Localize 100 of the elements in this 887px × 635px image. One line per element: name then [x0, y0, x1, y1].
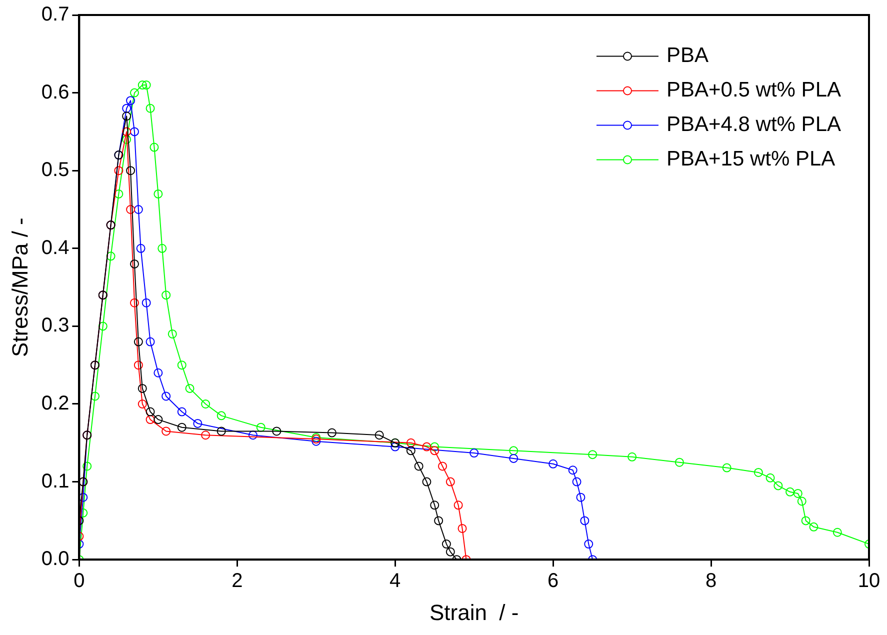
point: [628, 452, 637, 462]
point: [193, 418, 202, 428]
point: [248, 430, 258, 440]
legend-label: PBA+0.5 wt% PLA: [666, 78, 842, 102]
point: [79, 492, 88, 502]
point: [150, 142, 159, 152]
point: [430, 500, 440, 510]
point: [134, 337, 143, 346]
point: [201, 430, 210, 440]
x-tick-label: 0: [74, 570, 85, 592]
x-tick-label: 10: [858, 570, 880, 592]
point: [126, 205, 136, 214]
point: [832, 528, 842, 537]
point: [766, 473, 775, 482]
legend-label: PBA+4.8 wt% PLA: [666, 113, 842, 136]
y-axis-title: Stress/MPa / -: [7, 218, 32, 357]
y-tick-label: 0.6: [41, 81, 70, 104]
point: [446, 477, 455, 486]
point: [136, 244, 146, 253]
point: [786, 487, 795, 496]
point: [154, 415, 163, 424]
point: [168, 329, 177, 338]
point: [146, 337, 155, 346]
point: [438, 462, 448, 471]
point: [134, 205, 143, 214]
point: [177, 407, 186, 416]
y-tick-label: 0.0: [41, 548, 70, 570]
point: [130, 88, 139, 98]
point: [201, 400, 210, 408]
y-tick-label: 0.2: [41, 392, 70, 415]
point: [90, 392, 100, 401]
point: [158, 244, 167, 253]
point: [106, 252, 116, 261]
point: [130, 127, 139, 136]
point: [390, 442, 400, 452]
point: [122, 127, 132, 136]
point: [774, 481, 783, 490]
point: [588, 450, 598, 460]
point: [430, 442, 440, 452]
point: [576, 492, 586, 502]
point: [138, 384, 147, 393]
point: [272, 426, 282, 436]
point: [793, 488, 802, 498]
point: [797, 496, 806, 506]
point: [442, 540, 451, 549]
point: [126, 96, 136, 106]
point: [809, 522, 818, 532]
y-tick-label: 0.5: [41, 159, 70, 182]
x-tick-label: 8: [705, 570, 717, 592]
point: [509, 454, 518, 463]
point: [154, 368, 163, 378]
point: [98, 322, 108, 331]
point: [114, 166, 124, 176]
point: [146, 104, 155, 113]
point: [216, 426, 226, 436]
point: [142, 298, 151, 308]
y-tick-label: 0.7: [41, 4, 70, 26]
point: [216, 411, 226, 420]
point: [185, 384, 194, 393]
x-tick-label: 6: [548, 570, 559, 592]
point: [256, 422, 266, 432]
point: [580, 516, 590, 526]
y-tick-label: 0.1: [41, 470, 70, 492]
point: [126, 166, 136, 176]
point: [572, 477, 582, 486]
point: [142, 80, 151, 90]
point: [674, 458, 684, 467]
point: [162, 426, 171, 436]
point: [434, 516, 444, 526]
point: [122, 134, 132, 144]
point: [374, 430, 384, 440]
point: [430, 446, 440, 456]
point: [422, 442, 432, 452]
point: [146, 415, 155, 424]
point: [568, 466, 578, 475]
point: [446, 547, 455, 556]
y-tick-label: 0.4: [41, 236, 70, 259]
point: [177, 422, 186, 432]
point: [122, 112, 132, 121]
point: [458, 524, 467, 533]
y-tick-label: 0.3: [41, 314, 70, 337]
point: [162, 392, 171, 401]
point: [82, 462, 92, 471]
legend-label: PBA: [666, 44, 709, 68]
point: [138, 400, 147, 408]
point: [548, 459, 558, 468]
point: [509, 446, 518, 456]
point: [406, 438, 416, 448]
point: [584, 540, 594, 549]
point: [312, 436, 321, 446]
point: [422, 477, 432, 486]
point: [722, 463, 732, 472]
x-tick-label: 4: [390, 570, 401, 592]
x-tick-label: 2: [232, 570, 243, 592]
point: [162, 290, 171, 300]
point: [134, 360, 143, 370]
point: [130, 298, 139, 308]
point: [454, 500, 463, 510]
point: [406, 446, 416, 456]
point: [327, 428, 336, 438]
